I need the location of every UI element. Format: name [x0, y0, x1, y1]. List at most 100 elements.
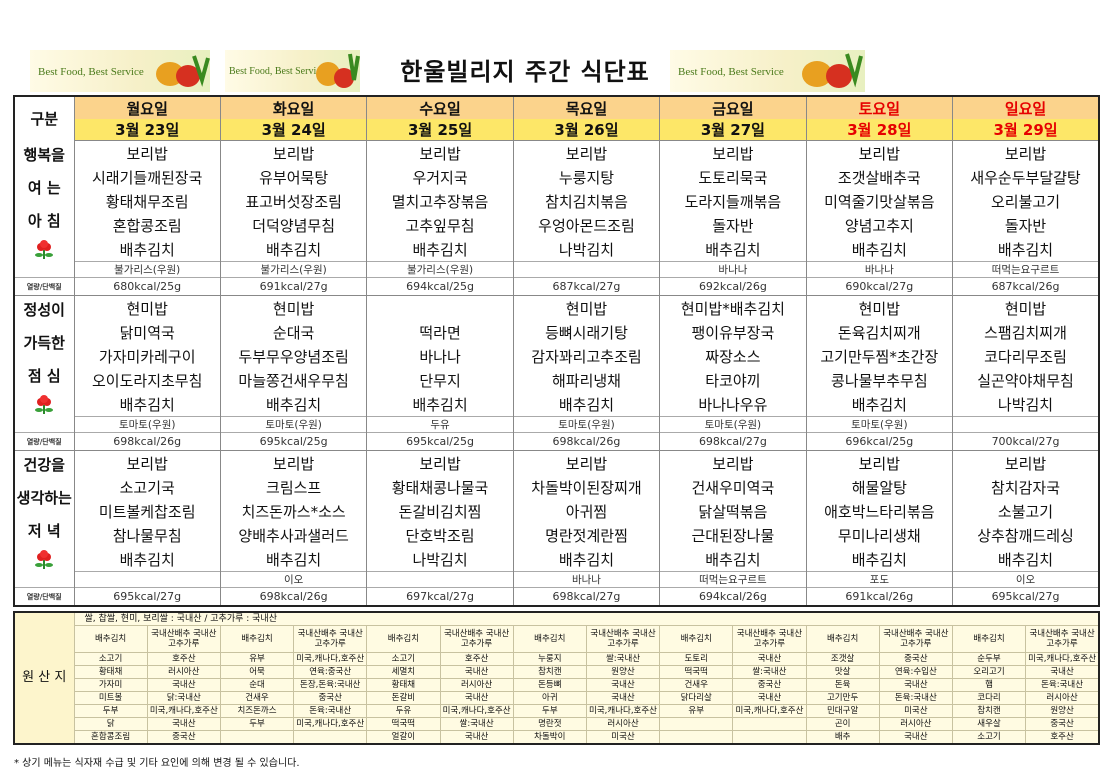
extra-item: 토마토(우원) [73, 416, 221, 433]
menu-row: 참나물무침 양배추사과샐러드 단호박조림 명란젓계란찜 근대된장나물 무미나리생채 상추참깨… [14, 523, 1099, 547]
menu-item: 두부무우양념조림 [219, 344, 367, 368]
menu-item: 우거지국 [366, 165, 514, 189]
menu-item: 보리밥 [805, 450, 953, 475]
menu-item: 크림스프 [219, 475, 367, 499]
extra-item: 토마토(우원) [805, 416, 953, 433]
extra-item: 토마토(우원) [512, 416, 660, 433]
origin-cell: 국내산 [732, 691, 807, 705]
origin-cell: 가자미 [73, 678, 148, 692]
veg-icon [802, 53, 863, 88]
menu-item: 누룽지탕 [512, 165, 660, 189]
menu-row: 혼합콩조림 더덕양념무침 고추잎무침 우엉아몬드조림 돌자반 양념고추지 돌자반 [14, 213, 1099, 237]
origin-cell: 코다리 [951, 691, 1027, 705]
menu-item: 스팸김치찌개 [952, 320, 1099, 344]
nutrition: 696kcal/25g [805, 432, 953, 451]
menu-item: 건새우미역국 [659, 475, 807, 499]
menu-item: 배추김치 [73, 547, 221, 572]
menu-item: 현미밥 [219, 295, 367, 320]
nutrition-row: 열량/단백질 698kcal/26g 695kcal/25g 695kcal/25g 6… [14, 432, 1099, 451]
menu-item: 닭살떡볶음 [659, 499, 807, 523]
menu-item: 바나나 [366, 344, 514, 368]
origin-cell: 어묵 [219, 665, 295, 679]
menu-item: 현미밥 [73, 295, 221, 320]
menu-item: 멸치고추장볶음 [366, 189, 514, 213]
origin-label: 원 산 지 [13, 611, 75, 745]
extra-row: 불가리스(우원) 불가리스(우원) 불가리스(우원) 바나나 바나나 떠먹는요구르트 [14, 261, 1099, 278]
menu-item: 배추김치 [659, 547, 807, 572]
menu-item: 더덕양념무침 [219, 213, 367, 237]
menu-item: 오이도라지초무침 [73, 368, 221, 392]
meal-label: 건강을 생각하는 저 녁 [14, 450, 75, 588]
menu-item: 콩나물부추무침 [805, 368, 953, 392]
menu-item: 보리밥 [952, 450, 1099, 475]
menu-row: 닭미역국 순대국 떡라면 등뼈시래기탕 팽이유부장국 돈육김치찌개 스팸김치찌개 [14, 320, 1099, 344]
origin-cell: 아귀 [512, 691, 587, 705]
origin-cell: 원양산 [1025, 704, 1100, 718]
origin-cell: 햄 [951, 678, 1027, 692]
meal-label-line: 저 녁 [27, 522, 61, 540]
nutrition: 695kcal/25g [219, 432, 367, 451]
date-row: 3월 23일 3월 24일 3월 25일 3월 26일 3월 27일 3월 28일 3월 2… [14, 119, 1099, 141]
slogan: Best Food, Best Service [38, 66, 144, 78]
origin-cell: 혼합콩조림 [73, 730, 148, 745]
origin-cell: 새우살 [951, 717, 1027, 731]
menu-item: 배추김치 [952, 547, 1099, 572]
origin-cell: 국내산 [585, 691, 661, 705]
extra-item: 두유 [366, 416, 514, 433]
origin-cell [732, 717, 807, 731]
origin-cell: 오리고기 [951, 665, 1027, 679]
extra-item [366, 571, 514, 588]
origin-head-cell: 국내산배추 국내산고추가루 [146, 625, 221, 653]
origin-cell: 중국산 [732, 678, 807, 692]
origin-cell: 원양산 [585, 665, 661, 679]
extra-item: 불가리스(우원) [73, 261, 221, 278]
origin-head-cell: 배추김치 [219, 625, 295, 653]
extra-item: 바나나 [805, 261, 953, 278]
menu-item: 보리밥 [512, 140, 660, 165]
nutrition: 694kcal/26g [659, 587, 807, 607]
origin-cell: 건새우 [659, 678, 734, 692]
day-name: 화요일 [219, 96, 367, 119]
origin-cell: 미국,캐나다,호주산 [293, 717, 368, 731]
menu-item: 양배추사과샐러드 [219, 523, 367, 547]
extra-item [952, 416, 1099, 433]
menu-item: 짜장소스 [659, 344, 807, 368]
origin-cell: 닭:국내산 [146, 691, 221, 705]
extra-item: 포도 [805, 571, 953, 588]
origin-cell: 국내산 [878, 730, 953, 745]
meal-label-line: 가득한 [23, 334, 65, 352]
menu-row: 오이도라지초무침 마늘쫑건새우무침 단무지 해파리냉채 타코야끼 콩나물부추무침 실곤약야채… [14, 368, 1099, 392]
origin-cell: 돈갈비 [366, 691, 441, 705]
meal-label-line: 정성이 [23, 301, 65, 319]
origin-cell: 민대구알 [805, 704, 880, 718]
origin-cell: 호주산 [439, 652, 514, 666]
origin-cell: 러시아산 [1025, 691, 1100, 705]
origin-cell: 닭 [73, 717, 148, 731]
nutrition: 687kcal/26g [952, 277, 1099, 296]
origin-cell: 호주산 [146, 652, 221, 666]
nutrition-row: 열량/단백질 695kcal/27g 698kcal/26g 697kcal/27g 6… [14, 587, 1099, 607]
origin-cell: 미국,캐나다,호주산 [1025, 652, 1100, 666]
origin-cell: 국내산 [146, 678, 221, 692]
extra-row: 이오 바나나 떠먹는요구르트 포도 이오 [14, 571, 1099, 588]
origin-cell: 미국,캐나다,호주산 [293, 652, 368, 666]
origin-cell: 순두부 [951, 652, 1027, 666]
nutrition: 695kcal/27g [952, 587, 1099, 607]
origin-cell [219, 730, 295, 745]
menu-row: 소고기국 크림스프 황태채콩나물국 차돌박이된장찌개 건새우미역국 해물알탕 참치감자국 [14, 475, 1099, 499]
origin-cell: 국내산 [146, 717, 221, 731]
veg-icon [316, 53, 360, 88]
menu-item: 상추참깨드레싱 [952, 523, 1099, 547]
menu-row: 미트볼케찹조림 치즈돈까스*소스 돈갈비김치찜 아귀찜 닭살떡볶음 애호박느타리볶음 소불고… [14, 499, 1099, 523]
origin-cell: 소고기 [73, 652, 148, 666]
menu-item: 우엉아몬드조림 [512, 213, 660, 237]
origin-cell: 쌀:국내산 [439, 717, 514, 731]
origin-cell: 중국산 [878, 652, 953, 666]
menu-row: 시래기들깨된장국 유부어묵탕 우거지국 누룽지탕 도토리묵국 조갯살배추국 새우순두부달걀탕 [14, 165, 1099, 189]
origin-cell: 누룽지 [512, 652, 587, 666]
menu-item: 근대된장나물 [659, 523, 807, 547]
origin-row: 혼합콩조림 중국산 얼갈이 국내산 차돌박이 미국산 배추 국내산 소고기 호주산 [14, 730, 1100, 745]
menu-item: 미트볼케찹조림 [73, 499, 221, 523]
origin-cell: 순대 [219, 678, 295, 692]
meal-label-line: 아 침 [27, 211, 61, 230]
